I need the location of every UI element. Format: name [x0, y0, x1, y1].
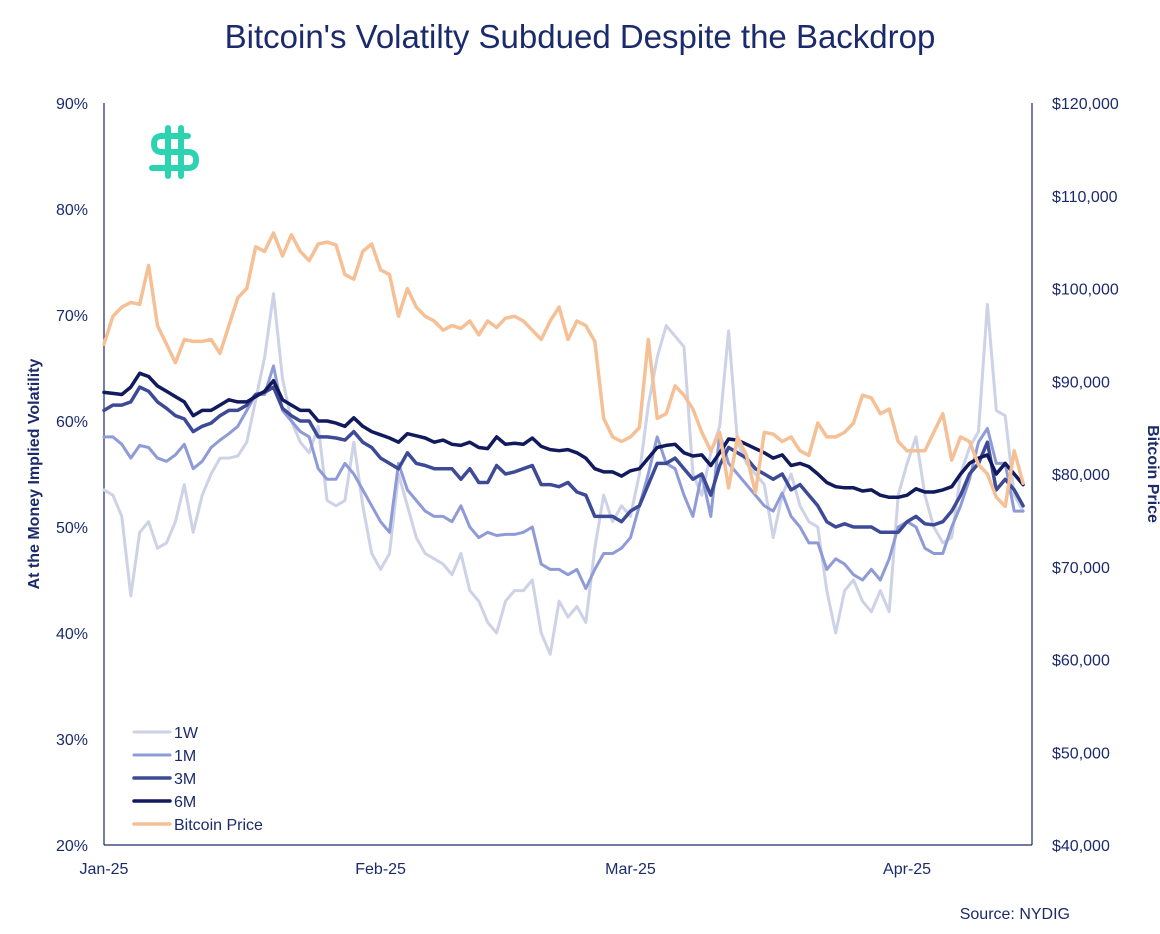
legend-label-3m: 3M — [174, 771, 196, 788]
legend-label-1w: 1W — [174, 725, 199, 742]
y-tick-label: 60% — [56, 414, 88, 431]
y-tick-label: 80% — [56, 202, 88, 219]
y2-tick-label: $40,000 — [1052, 838, 1110, 855]
y-tick-label: 40% — [56, 626, 88, 643]
y-tick-label: 20% — [56, 838, 88, 855]
y2-tick-label: $120,000 — [1052, 96, 1119, 113]
y-tick-label: 70% — [56, 308, 88, 325]
series-line-3m — [102, 385, 1025, 535]
series-line-1m — [102, 364, 1025, 590]
legend-label-1m: 1M — [174, 748, 196, 765]
y-tick-label: 90% — [56, 96, 88, 113]
y2-axis-title: Bitcoin Price — [1144, 425, 1160, 523]
y2-tick-label: $110,000 — [1052, 189, 1118, 206]
y2-tick-label: $90,000 — [1052, 374, 1110, 391]
y2-tick-label: $70,000 — [1052, 560, 1110, 577]
x-tick-label: Jan-25 — [80, 861, 129, 878]
legend-label-6m: 6M — [174, 794, 196, 811]
y2-tick-label: $80,000 — [1052, 467, 1110, 484]
legend-label-bitcoin-price: Bitcoin Price — [174, 817, 263, 834]
y2-tick-label: $100,000 — [1052, 282, 1119, 299]
y-axis-title: At the Money Implied Volatility — [26, 358, 43, 589]
nydig-logo — [149, 125, 200, 179]
series-line-6m — [102, 371, 1025, 500]
series-line-bitcoin-price — [102, 231, 1025, 509]
y-tick-label: 50% — [56, 520, 88, 537]
source-note: Source: NYDIG — [960, 906, 1070, 923]
chart-title: Bitcoin's Volatilty Subdued Despite the … — [225, 18, 936, 55]
y-tick-label: 30% — [56, 732, 88, 749]
x-tick-label: Mar-25 — [605, 861, 656, 878]
y2-tick-label: $60,000 — [1052, 653, 1110, 670]
series-line-1w — [102, 292, 1025, 656]
x-tick-label: Feb-25 — [355, 861, 406, 878]
plot-area: 90% 80% 70% 60% 50% 40% 30% 20% $120,000 $110,000… — [56, 96, 1119, 878]
y2-tick-label: $50,000 — [1052, 745, 1110, 762]
nydig-logo-icon — [149, 125, 200, 179]
x-tick-label: Apr-25 — [883, 861, 931, 878]
